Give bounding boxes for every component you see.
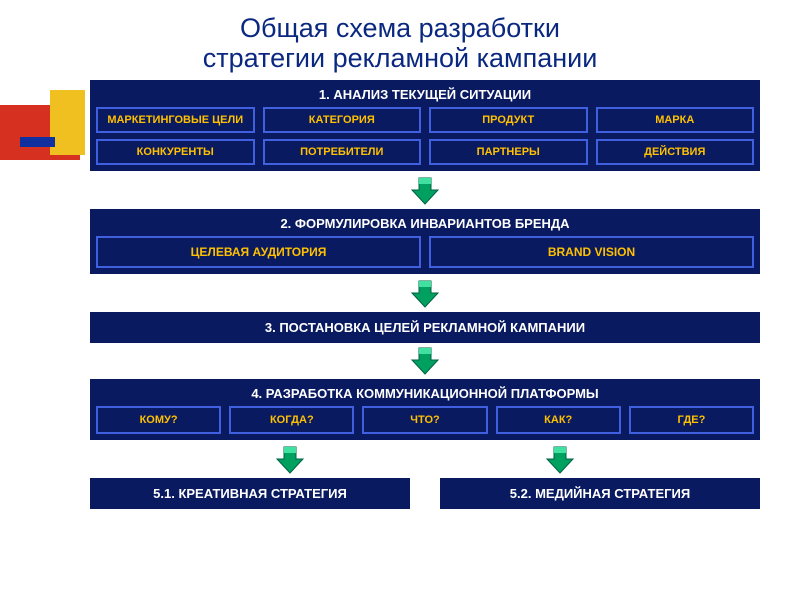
arrow-down-icon xyxy=(410,176,440,206)
section-2: 2. ФОРМУЛИРОВКА ИНВАРИАНТОВ БРЕНДА ЦЕЛЕВ… xyxy=(90,209,760,274)
arrow-3 xyxy=(90,343,760,379)
cell-target-audience: ЦЕЛЕВАЯ АУДИТОРИЯ xyxy=(96,236,421,268)
flowchart: 1. АНАЛИЗ ТЕКУЩЕЙ СИТУАЦИИ МАРКЕТИНГОВЫЕ… xyxy=(90,80,760,590)
cell-consumers: ПОТРЕБИТЕЛИ xyxy=(263,139,422,165)
arrow-down-icon xyxy=(410,279,440,309)
arrow-down-icon xyxy=(410,346,440,376)
section-2-row: ЦЕЛЕВАЯ АУДИТОРИЯ BRAND VISION xyxy=(96,236,754,268)
cell-when: КОГДА? xyxy=(229,406,354,434)
section-1: 1. АНАЛИЗ ТЕКУЩЕЙ СИТУАЦИИ МАРКЕТИНГОВЫЕ… xyxy=(90,80,760,171)
cell-whom: КОМУ? xyxy=(96,406,221,434)
title-line-1: Общая схема разработки xyxy=(0,14,800,44)
cell-where: ГДЕ? xyxy=(629,406,754,434)
cell-brand: МАРКА xyxy=(596,107,755,133)
arrow-down-icon xyxy=(545,445,575,475)
section-3: 3. ПОСТАНОВКА ЦЕЛЕЙ РЕКЛАМНОЙ КАМПАНИИ xyxy=(90,312,760,343)
page-title: Общая схема разработки стратегии рекламн… xyxy=(0,0,800,73)
section-4: 4. РАЗРАБОТКА КОММУНИКАЦИОННОЙ ПЛАТФОРМЫ… xyxy=(90,379,760,440)
cell-what: ЧТО? xyxy=(362,406,487,434)
section-5-right: 5.2. МЕДИЙНАЯ СТРАТЕГИЯ xyxy=(440,478,760,509)
cell-how: КАК? xyxy=(496,406,621,434)
arrow-1 xyxy=(90,173,760,209)
title-line-2: стратегии рекламной кампании xyxy=(0,44,800,74)
cell-competitors: КОНКУРЕНТЫ xyxy=(96,139,255,165)
cell-category: КАТЕГОРИЯ xyxy=(263,107,422,133)
section-5: 5.1. КРЕАТИВНАЯ СТРАТЕГИЯ 5.2. МЕДИЙНАЯ … xyxy=(90,478,760,509)
arrow-down-icon xyxy=(275,445,305,475)
section-2-header: 2. ФОРМУЛИРОВКА ИНВАРИАНТОВ БРЕНДА xyxy=(96,213,754,236)
cell-product: ПРОДУКТ xyxy=(429,107,588,133)
section-4-row: КОМУ? КОГДА? ЧТО? КАК? ГДЕ? xyxy=(96,406,754,434)
arrow-4 xyxy=(90,442,760,478)
section-1-header: 1. АНАЛИЗ ТЕКУЩЕЙ СИТУАЦИИ xyxy=(96,84,754,107)
section-4-header: 4. РАЗРАБОТКА КОММУНИКАЦИОННОЙ ПЛАТФОРМЫ xyxy=(96,383,754,406)
arrow-2 xyxy=(90,276,760,312)
section-1-row-1: МАРКЕТИНГОВЫЕ ЦЕЛИ КАТЕГОРИЯ ПРОДУКТ МАР… xyxy=(96,107,754,133)
cell-brand-vision: BRAND VISION xyxy=(429,236,754,268)
section-5-left: 5.1. КРЕАТИВНАЯ СТРАТЕГИЯ xyxy=(90,478,410,509)
cell-marketing-goals: МАРКЕТИНГОВЫЕ ЦЕЛИ xyxy=(96,107,255,133)
cell-partners: ПАРТНЕРЫ xyxy=(429,139,588,165)
decoration-blue xyxy=(20,137,55,147)
section-1-row-2: КОНКУРЕНТЫ ПОТРЕБИТЕЛИ ПАРТНЕРЫ ДЕЙСТВИЯ xyxy=(96,139,754,165)
decoration-yellow xyxy=(50,90,85,155)
cell-actions: ДЕЙСТВИЯ xyxy=(596,139,755,165)
